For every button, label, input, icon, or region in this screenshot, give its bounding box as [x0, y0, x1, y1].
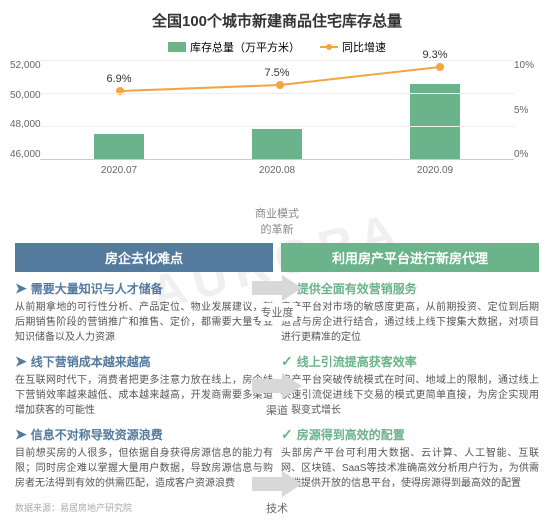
legend-line-label: 同比增速	[342, 39, 386, 55]
legend-bar: 库存总量（万平方米）	[168, 39, 300, 55]
legend-line: 同比增速	[320, 39, 386, 55]
plot-area: 6.9%7.5%9.3%	[40, 60, 514, 160]
line-value-label: 6.9%	[106, 73, 131, 85]
chart-title: 全国100个城市新建商品住宅库存总量	[15, 10, 539, 31]
section-title: ✓线上引流提高获客效率	[281, 353, 539, 370]
section: ✓提供全面有效营销服务房产平台对市场的敏感度更高，从前期投资、定位到后期运营与房…	[281, 280, 539, 345]
section-body: 房产平台对市场的敏感度更高，从前期投资、定位到后期运营与房企进行结合，通过线上线…	[281, 300, 539, 345]
section-body: 目前想买房的人很多，但依据自身获得房源信息的能力有限；同时房企难以掌握大量用户数…	[15, 446, 273, 491]
legend-line-swatch	[320, 46, 338, 48]
section-body: 从前期拿地的可行性分析、产品定位、物业发展建议，到后期销售阶段的营销推广和推售、…	[15, 300, 273, 345]
arrow-技术: 技术	[247, 469, 307, 517]
right-column: 利用房产平台进行新房代理 ✓提供全面有效营销服务房产平台对市场的敏感度更高，从前…	[281, 243, 539, 491]
right-header: 利用房产平台进行新房代理	[281, 243, 539, 272]
arrow-专业度: 专业度	[247, 273, 307, 321]
left-column: 房企去化难点 ➤需要大量知识与人才储备从前期拿地的可行性分析、产品定位、物业发展…	[15, 243, 273, 491]
legend-bar-label: 库存总量（万平方米）	[190, 39, 300, 55]
arrow-渠道: 渠道	[247, 371, 307, 419]
section: ➤需要大量知识与人才储备从前期拿地的可行性分析、产品定位、物业发展建议，到后期销…	[15, 280, 273, 345]
section-body: 房产平台突破传统模式在时间、地域上的限制，通过线上快速引流促进线下交易的模式更简…	[281, 373, 539, 418]
x-axis: 2020.072020.082020.09	[40, 165, 514, 176]
section: ✓线上引流提高获客效率房产平台突破传统模式在时间、地域上的限制，通过线上快速引流…	[281, 353, 539, 418]
section-title: ✓提供全面有效营销服务	[281, 280, 539, 297]
columns: 专业度渠道技术 房企去化难点 ➤需要大量知识与人才储备从前期拿地的可行性分析、产…	[15, 243, 539, 491]
chart-area: 52,00050,00048,00046,000 10%5%0% 6.9%7.5…	[40, 60, 514, 180]
section-title: ➤信息不对称导致资源浪费	[15, 426, 273, 443]
y-axis-left: 52,00050,00048,00046,000	[10, 60, 38, 160]
section-body: 头部房产平台可利用大数据、云计算、人工智能、互联网、区块链、SaaS等技术准确高…	[281, 446, 539, 491]
legend: 库存总量（万平方米） 同比增速	[15, 39, 539, 55]
section-title: ➤需要大量知识与人才储备	[15, 280, 273, 297]
section: ➤信息不对称导致资源浪费目前想买房的人很多，但依据自身获得房源信息的能力有限；同…	[15, 426, 273, 491]
left-header: 房企去化难点	[15, 243, 273, 272]
main-container: 全国100个城市新建商品住宅库存总量 库存总量（万平方米） 同比增速 52,00…	[0, 0, 554, 524]
section: ➤线下营销成本越来越高在互联网时代下，消费者把更多注意力放在线上，房企线下营销效…	[15, 353, 273, 418]
section-title: ➤线下营销成本越来越高	[15, 353, 273, 370]
section-body: 在互联网时代下，消费者把更多注意力放在线上，房企线下营销效率越来越低、成本越来越…	[15, 373, 273, 418]
arrow-column: 专业度渠道技术	[247, 273, 307, 517]
line-value-label: 7.5%	[264, 67, 289, 79]
section-title: ✓房源得到高效的配置	[281, 426, 539, 443]
section: ✓房源得到高效的配置头部房产平台可利用大数据、云计算、人工智能、互联网、区块链、…	[281, 426, 539, 491]
legend-bar-swatch	[168, 42, 186, 52]
middle-label: 商业模式的革新	[15, 205, 539, 237]
